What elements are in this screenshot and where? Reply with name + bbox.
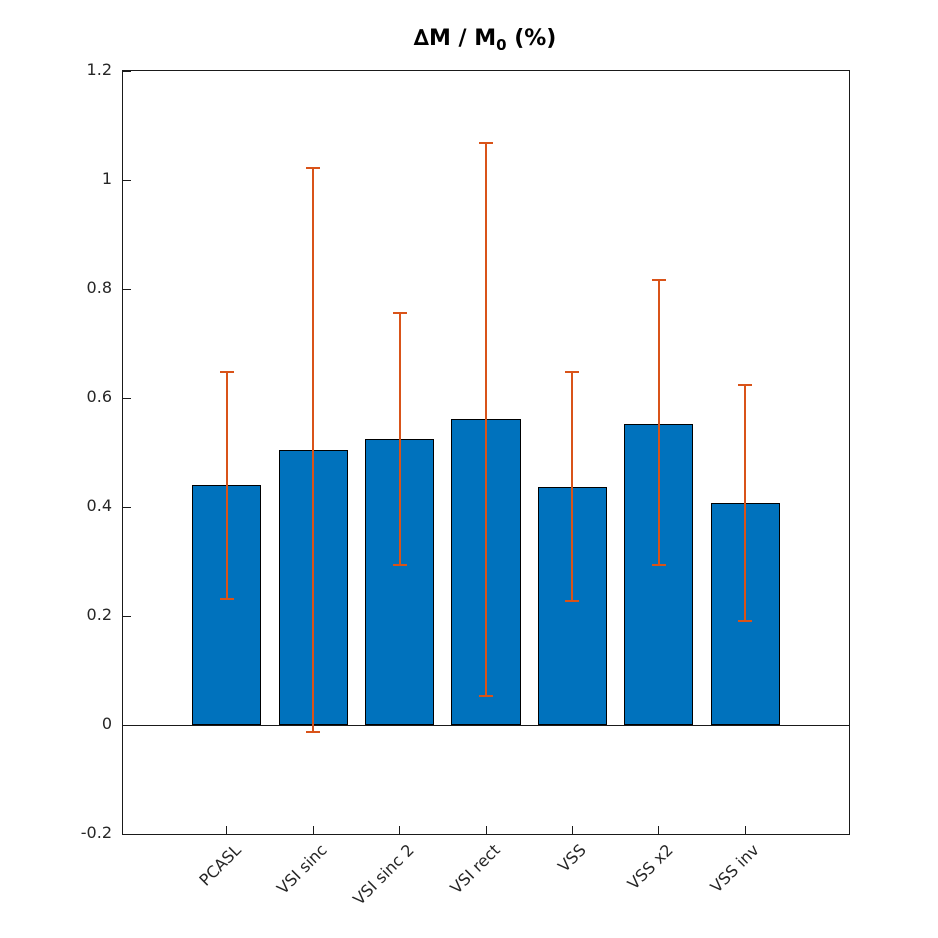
x-axis-zero-line xyxy=(123,724,849,726)
y-axis-tick-label: 0.6 xyxy=(86,387,112,406)
error-bar-bottom-cap xyxy=(651,564,666,567)
error-bar xyxy=(225,371,228,599)
y-axis-tick xyxy=(123,179,131,181)
error-bar xyxy=(398,312,401,566)
x-axis-tick xyxy=(744,826,746,834)
x-axis-tick xyxy=(485,826,487,834)
x-axis-tick xyxy=(658,826,660,834)
y-axis-tick-label: 0.4 xyxy=(86,496,112,515)
y-axis-tick xyxy=(123,506,131,508)
y-axis-tick-label: 1 xyxy=(101,169,112,188)
error-bar-bottom-cap xyxy=(306,730,321,733)
error-bar xyxy=(744,385,747,622)
y-axis-tick xyxy=(123,724,131,726)
error-bar-top-cap xyxy=(219,370,234,373)
error-bar xyxy=(312,168,315,732)
x-axis-tick-label: VSI sinc 2 xyxy=(348,840,418,909)
y-axis-tick xyxy=(123,615,131,617)
y-axis-tick-label: 0.8 xyxy=(86,278,112,297)
error-bar-top-cap xyxy=(738,384,753,387)
error-bar-top-cap xyxy=(651,279,666,282)
error-bar-top-cap xyxy=(306,167,321,169)
chart-title-main: ∆M / M xyxy=(413,26,497,51)
y-axis-tick-label: -0.2 xyxy=(80,823,112,842)
chart-title: ∆M / M0 (%) xyxy=(122,26,848,54)
x-axis-tick-label: VSS x2 xyxy=(623,840,677,894)
y-axis-tick xyxy=(123,288,131,290)
x-axis-tick-label: VSI sinc xyxy=(273,840,331,899)
error-bar-top-cap xyxy=(565,371,580,374)
x-axis-tick-label: VSI rect xyxy=(446,840,504,898)
error-bar-bottom-cap xyxy=(219,597,234,600)
y-axis-tick xyxy=(123,397,131,399)
x-axis-tick-label: PCASL xyxy=(195,840,245,890)
x-axis-tick-label: VSS inv xyxy=(706,840,764,897)
x-axis-tick-label: VSS xyxy=(554,840,591,876)
error-bar xyxy=(571,372,574,602)
y-axis-tick-label: 0.2 xyxy=(86,605,112,624)
y-axis-tick-label: 1.2 xyxy=(86,60,112,79)
error-bar-bottom-cap xyxy=(479,694,493,697)
y-axis-tick xyxy=(123,833,131,835)
error-bar-bottom-cap xyxy=(392,564,407,567)
chart-title-subscript: 0 xyxy=(496,36,507,54)
error-bar xyxy=(657,280,660,566)
x-axis-tick xyxy=(399,826,401,834)
plot-area xyxy=(122,70,850,835)
x-axis-tick xyxy=(312,826,314,834)
error-bar-top-cap xyxy=(392,311,407,314)
error-bar-bottom-cap xyxy=(565,600,580,603)
error-bar xyxy=(485,142,487,696)
error-bar-top-cap xyxy=(479,141,493,144)
x-axis-tick xyxy=(226,826,228,834)
x-axis-tick xyxy=(571,826,573,834)
y-axis-tick-label: 0 xyxy=(101,714,112,733)
y-axis-tick xyxy=(123,70,131,72)
error-bar-bottom-cap xyxy=(738,620,753,623)
chart-title-units: (%) xyxy=(506,26,557,51)
